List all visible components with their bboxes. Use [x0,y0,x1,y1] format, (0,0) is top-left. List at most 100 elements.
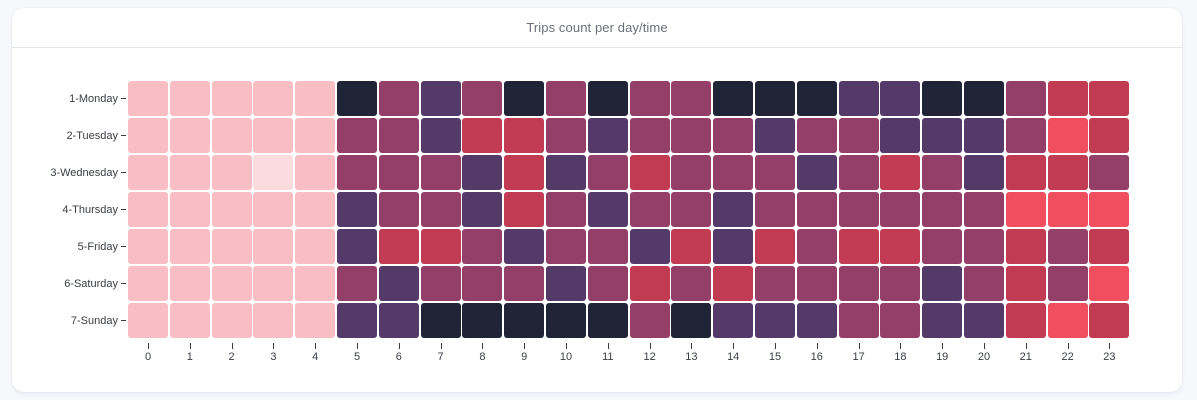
heatmap-cell[interactable] [253,192,294,227]
heatmap-cell[interactable] [629,303,670,338]
heatmap-cell[interactable] [922,118,963,153]
heatmap-cell[interactable] [128,266,168,301]
heatmap-cell[interactable] [587,266,628,301]
heatmap-cell[interactable] [462,155,503,190]
heatmap-cell[interactable] [211,303,252,338]
heatmap-cell[interactable] [1089,303,1130,338]
heatmap-cell[interactable] [128,155,168,190]
heatmap-cell[interactable] [1005,81,1046,116]
heatmap-cell[interactable] [713,192,754,227]
heatmap-cell[interactable] [378,229,419,264]
heatmap-cell[interactable] [546,229,586,264]
heatmap-cell[interactable] [880,229,921,264]
heatmap-cell[interactable] [796,81,837,116]
heatmap-cell[interactable] [504,266,545,301]
heatmap-cell[interactable] [796,229,837,264]
heatmap-cell[interactable] [211,229,252,264]
heatmap-cell[interactable] [796,266,837,301]
heatmap-cell[interactable] [838,81,879,116]
heatmap-cell[interactable] [1005,229,1046,264]
heatmap-cell[interactable] [378,118,419,153]
heatmap-cell[interactable] [378,303,419,338]
heatmap-cell[interactable] [838,266,879,301]
heatmap-cell[interactable] [713,155,754,190]
heatmap-cell[interactable] [546,303,586,338]
heatmap-cell[interactable] [546,266,586,301]
heatmap-cell[interactable] [378,155,419,190]
heatmap-cell[interactable] [128,303,168,338]
heatmap-cell[interactable] [462,229,503,264]
heatmap-cell[interactable] [964,118,1004,153]
heatmap-cell[interactable] [922,229,963,264]
heatmap-cell[interactable] [337,229,377,264]
heatmap-cell[interactable] [253,303,294,338]
heatmap-cell[interactable] [796,155,837,190]
heatmap-cell[interactable] [420,229,461,264]
heatmap-cell[interactable] [295,192,336,227]
heatmap-cell[interactable] [713,81,754,116]
heatmap-cell[interactable] [671,81,712,116]
heatmap-cell[interactable] [504,118,545,153]
heatmap-cell[interactable] [838,192,879,227]
heatmap-cell[interactable] [295,118,336,153]
heatmap-cell[interactable] [671,266,712,301]
heatmap-cell[interactable] [922,155,963,190]
heatmap-cell[interactable] [964,229,1004,264]
heatmap-cell[interactable] [1089,81,1130,116]
heatmap-cell[interactable] [253,81,294,116]
heatmap-cell[interactable] [337,118,377,153]
heatmap-cell[interactable] [755,118,795,153]
heatmap-cell[interactable] [169,229,210,264]
heatmap-cell[interactable] [1047,229,1088,264]
heatmap-cell[interactable] [378,81,419,116]
heatmap-cell[interactable] [587,229,628,264]
heatmap-cell[interactable] [295,303,336,338]
heatmap-cell[interactable] [587,81,628,116]
heatmap-cell[interactable] [253,155,294,190]
heatmap-cell[interactable] [755,266,795,301]
heatmap-cell[interactable] [462,118,503,153]
heatmap-cell[interactable] [128,229,168,264]
heatmap-cell[interactable] [838,303,879,338]
heatmap-cell[interactable] [1047,118,1088,153]
heatmap-cell[interactable] [755,155,795,190]
heatmap-cell[interactable] [713,303,754,338]
heatmap-cell[interactable] [629,229,670,264]
heatmap-cell[interactable] [504,155,545,190]
heatmap-cell[interactable] [671,155,712,190]
heatmap-cell[interactable] [629,81,670,116]
heatmap-cell[interactable] [211,266,252,301]
heatmap-cell[interactable] [629,266,670,301]
heatmap-cell[interactable] [462,266,503,301]
heatmap-cell[interactable] [295,266,336,301]
heatmap-cell[interactable] [880,118,921,153]
heatmap-cell[interactable] [1089,266,1130,301]
heatmap-cell[interactable] [922,192,963,227]
heatmap-cell[interactable] [587,303,628,338]
heatmap-cell[interactable] [671,192,712,227]
heatmap-cell[interactable] [337,192,377,227]
heatmap-cell[interactable] [838,118,879,153]
heatmap-cell[interactable] [295,155,336,190]
heatmap-cell[interactable] [1005,118,1046,153]
heatmap-cell[interactable] [211,192,252,227]
heatmap-cell[interactable] [671,229,712,264]
heatmap-cell[interactable] [337,266,377,301]
heatmap-cell[interactable] [964,155,1004,190]
heatmap-cell[interactable] [1089,118,1130,153]
heatmap-cell[interactable] [295,81,336,116]
heatmap-cell[interactable] [838,155,879,190]
heatmap-cell[interactable] [462,303,503,338]
heatmap-cell[interactable] [1047,303,1088,338]
heatmap-cell[interactable] [420,192,461,227]
heatmap-cell[interactable] [713,118,754,153]
heatmap-cell[interactable] [671,303,712,338]
heatmap-cell[interactable] [964,266,1004,301]
heatmap-cell[interactable] [755,229,795,264]
heatmap-cell[interactable] [838,229,879,264]
heatmap-cell[interactable] [1047,192,1088,227]
heatmap-cell[interactable] [1089,192,1130,227]
heatmap-cell[interactable] [253,266,294,301]
heatmap-cell[interactable] [587,118,628,153]
heatmap-cell[interactable] [253,118,294,153]
